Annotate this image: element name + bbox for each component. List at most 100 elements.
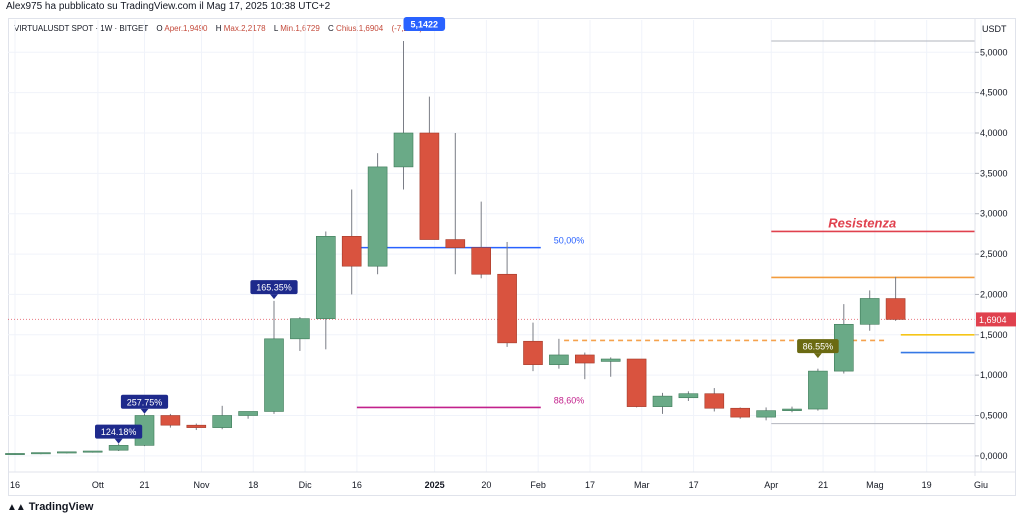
x-tick-label: 18 [248,480,258,490]
candle-body [56,451,77,454]
fib-886-text: 88,60% [554,395,585,405]
y-tick-label: 5,0000 [980,47,1008,57]
pct-165-label: 165.35% [250,280,298,300]
candle-body [445,239,466,248]
candle-body [419,132,440,240]
close-label: C [328,24,334,33]
x-tick-label: 21 [818,480,828,490]
candle-body [160,415,181,426]
candle-body [290,318,310,340]
candlestick-chart[interactable]: 50,00% 88,60% Resistenza 124.18% 257.75% 165.… [0,0,1024,497]
x-tick-label: 16 [10,480,20,490]
callout-box [797,339,839,354]
top-bar: Alex975 ha pubblicato su TradingView.com… [0,0,1024,14]
callout-pointer [270,294,278,300]
candle-body [730,407,751,418]
bottom-bar: ▲▲ TradingView [0,497,1024,517]
x-tick-label: Mag [866,480,884,490]
x-tick-label: 20 [481,480,491,490]
candles-layer [5,40,906,456]
open-label: O [156,24,163,33]
candle-body [471,247,492,275]
callout-pointer [114,438,123,444]
callout-pointer [813,353,822,359]
y-tick-label: 0,0000 [980,451,1008,461]
x-tick-label: Mar [634,480,650,490]
chart-frame [8,18,1016,496]
last-price-text: 1,6904 [979,315,1007,325]
x-tick-label: 17 [689,480,699,490]
pct-86-label: 86.55% [797,339,839,359]
x-tick-label: 21 [139,480,149,490]
pct-257-label: 257.75% [120,394,169,414]
x-tick-label: Giu [974,480,988,490]
x-tick-label: Apr [764,480,778,490]
brand-name: TradingView [28,501,94,513]
currency-label: USDT [982,24,1007,34]
x-tick-label: Dic [299,480,312,490]
callout-text: 86.55% [803,342,834,352]
y-tick-label: 2,5000 [980,249,1008,259]
last-price-tag [976,312,1016,327]
x-tick-label: 19 [922,480,932,490]
open-value: Aper.1,9490 [164,24,208,33]
grid-layer [8,20,982,472]
symbol-name[interactable]: VIRTUALUSDT SPOT · 1W · BITGET [14,24,149,33]
candle-body [549,354,569,365]
price-axis[interactable]: USDT 0,0000 0,5000 1,0000 1,5000 2,0000 2,500… [974,18,1016,476]
callout-box [95,424,143,439]
publisher-text: Alex975 ha pubblicato su TradingView.com… [6,1,331,12]
close-value: Chius.1,6904 [336,24,384,33]
candle-body [652,395,673,407]
drawings-layer [8,40,975,425]
fib-50-text: 50,00% [554,236,585,246]
candle-body [5,453,25,455]
y-tick-label: 3,0000 [980,209,1008,219]
x-tick-label: 17 [585,480,595,490]
candle-body [859,298,880,325]
y-tick-label: 1,5000 [980,330,1008,340]
candle-body [497,273,517,344]
annotations-layer: 50,00% 88,60% Resistenza 124.18% 257.75% 165.… [95,17,896,444]
callout-box [120,394,169,409]
pct-124-label: 124.18% [95,424,143,444]
tradingview-logo[interactable]: ▲▲ TradingView [7,501,93,513]
callout-text: 257.75% [127,397,163,407]
candle-body [367,166,388,267]
y-tick-label: 0,5000 [980,411,1008,421]
resistenza-text: Resistenza [828,215,896,230]
candle-body [782,408,802,411]
candle-body [264,338,284,412]
candle-body [600,358,621,362]
x-tick-label: Ott [92,480,105,490]
x-tick-label: 16 [352,480,362,490]
low-value: Min.1,6729 [280,24,320,33]
candle-body [678,393,699,399]
y-tick-label: 4,5000 [980,88,1008,98]
callout-text: 5,1422 [411,20,439,30]
y-tick-label: 1,0000 [980,370,1008,380]
candle-body [212,415,232,428]
candle-body [31,452,51,455]
callout-box [403,17,446,32]
candle-body [885,298,906,320]
candle-body [808,370,828,410]
y-tick-label: 4,0000 [980,128,1008,138]
time-axis[interactable]: 16 Ott 21 Nov 18 Dic 16 2025 20 Feb 17 Mar 17 Apr 21 Ma… [8,471,1016,490]
x-tick-label: Feb [530,480,546,490]
high-label: H [215,24,222,33]
low-label: L [273,24,278,33]
callout-text: 124.18% [101,427,137,437]
candle-body [523,340,543,365]
candle-body [704,393,725,409]
candle-body [341,236,362,267]
candle-body [186,424,207,428]
tradingview-logo-icon: ▲▲ [7,501,26,513]
x-tick-label: Nov [193,480,210,490]
candle-body [574,354,595,364]
candle-body [315,236,336,319]
candle-body [393,132,414,168]
x-tick-label: 2025 [425,480,445,490]
high-value: Max.2,2178 [223,24,266,33]
callout-pointer [140,408,149,414]
